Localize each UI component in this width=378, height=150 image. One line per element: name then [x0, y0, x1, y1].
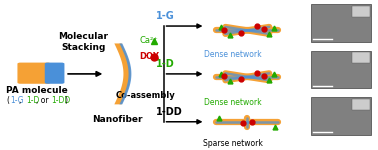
FancyBboxPatch shape	[45, 63, 64, 84]
FancyBboxPatch shape	[311, 51, 371, 88]
Text: PA molecule: PA molecule	[6, 86, 68, 95]
FancyBboxPatch shape	[352, 52, 370, 63]
Text: ,: ,	[20, 96, 24, 105]
Text: DOX: DOX	[139, 52, 160, 61]
Polygon shape	[119, 44, 132, 104]
Text: 1-DD: 1-DD	[51, 96, 71, 105]
FancyBboxPatch shape	[17, 63, 51, 84]
Text: 1-D: 1-D	[156, 59, 175, 69]
Text: (: (	[7, 96, 10, 105]
Text: Nanofiber: Nanofiber	[92, 115, 143, 124]
Text: 1-D: 1-D	[26, 96, 39, 105]
Text: Co-assembly: Co-assembly	[115, 91, 175, 100]
Text: Dense network: Dense network	[204, 98, 262, 107]
Text: , or: , or	[36, 96, 51, 105]
Text: Dense network: Dense network	[204, 50, 262, 59]
Text: 1-G: 1-G	[10, 96, 23, 105]
FancyBboxPatch shape	[311, 4, 371, 42]
Text: ): )	[64, 96, 67, 105]
Text: 1-DD: 1-DD	[156, 107, 183, 117]
Text: Ca²⁺: Ca²⁺	[139, 36, 158, 45]
FancyBboxPatch shape	[311, 97, 371, 135]
Polygon shape	[114, 44, 131, 104]
FancyBboxPatch shape	[352, 6, 370, 17]
Text: 1-G: 1-G	[156, 11, 175, 21]
Text: Sparse network: Sparse network	[203, 139, 263, 148]
FancyBboxPatch shape	[352, 99, 370, 110]
Text: Molecular
Stacking: Molecular Stacking	[58, 32, 108, 52]
